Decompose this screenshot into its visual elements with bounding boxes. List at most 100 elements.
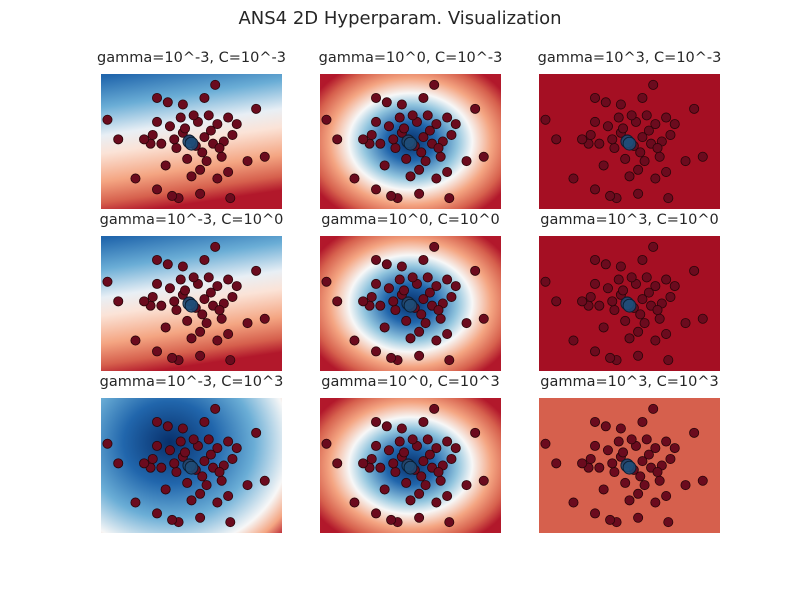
data-point [414, 164, 425, 175]
data-point [214, 143, 225, 154]
decision-function-heatmap [320, 398, 501, 533]
data-point [433, 467, 444, 478]
data-point [643, 449, 654, 460]
data-point [169, 296, 180, 307]
data-point [429, 403, 440, 414]
data-point [379, 160, 390, 171]
data-point [156, 300, 167, 311]
data-point [697, 151, 708, 162]
data-point [394, 112, 405, 123]
data-point [180, 123, 191, 134]
data-point [418, 416, 429, 427]
data-point [414, 350, 425, 361]
data-point [648, 241, 659, 252]
data-point [214, 467, 225, 478]
data-point [661, 166, 672, 177]
data-point [602, 445, 613, 456]
data-point [478, 313, 489, 324]
data-point [418, 92, 429, 103]
data-point [130, 173, 141, 184]
data-point [199, 294, 210, 305]
data-point [609, 467, 620, 478]
data-point [390, 305, 401, 316]
data-point [358, 134, 369, 145]
data-point [113, 134, 124, 145]
data-point [618, 447, 629, 458]
data-point [201, 156, 212, 167]
data-point [167, 352, 178, 363]
data-point [321, 438, 332, 449]
data-point [568, 497, 579, 508]
data-point [420, 318, 431, 329]
data-point [171, 467, 182, 478]
data-point [633, 350, 644, 361]
data-point [639, 318, 650, 329]
data-point [594, 138, 605, 149]
data-point [381, 97, 392, 108]
data-point [386, 514, 397, 525]
data-point [242, 480, 253, 491]
data-point [446, 129, 457, 140]
data-point [418, 254, 429, 265]
data-point [371, 440, 382, 451]
data-point [199, 416, 210, 427]
data-point [182, 315, 193, 326]
data-point [102, 276, 113, 287]
data-point [585, 453, 596, 464]
data-point [680, 318, 691, 329]
data-point [169, 458, 180, 469]
data-point [186, 333, 197, 344]
data-point [212, 335, 223, 346]
data-point [598, 160, 609, 171]
data-point [416, 309, 427, 320]
data-point [375, 462, 386, 473]
data-point [216, 151, 227, 162]
data-point [446, 291, 457, 302]
data-point [203, 272, 214, 283]
data-point [613, 112, 624, 123]
data-point [205, 449, 216, 460]
data-point [478, 151, 489, 162]
data-point [600, 97, 611, 108]
data-point [375, 138, 386, 149]
data-point [259, 151, 270, 162]
data-point [442, 436, 453, 447]
data-point [648, 79, 659, 90]
data-point [182, 477, 193, 488]
data-point [446, 453, 457, 464]
data-point [349, 173, 360, 184]
data-point [399, 285, 410, 296]
data-point [386, 352, 397, 363]
data-point [424, 449, 435, 460]
data-point [540, 114, 551, 125]
decision-function-heatmap [539, 74, 720, 209]
data-point [371, 416, 382, 427]
data-point [444, 193, 455, 204]
data-point [407, 110, 418, 121]
data-point [199, 132, 210, 143]
data-point [160, 322, 171, 333]
data-point [613, 436, 624, 447]
data-point [152, 416, 163, 427]
data-point [201, 318, 212, 329]
data-point [689, 103, 700, 114]
data-point [590, 508, 601, 519]
heatmap-panel [539, 236, 720, 371]
data-point [223, 274, 234, 285]
data-point [585, 129, 596, 140]
data-point [223, 490, 234, 501]
data-point [167, 514, 178, 525]
heatmap-panel [320, 398, 501, 533]
data-point [152, 508, 163, 519]
data-point [227, 453, 238, 464]
data-point [188, 272, 199, 283]
data-point [435, 313, 446, 324]
decision-function-heatmap [101, 74, 282, 209]
data-point [416, 471, 427, 482]
data-point [665, 453, 676, 464]
data-point [663, 355, 674, 366]
decision-function-heatmap [101, 398, 282, 533]
data-point [242, 318, 253, 329]
data-point [407, 434, 418, 445]
data-point [609, 143, 620, 154]
